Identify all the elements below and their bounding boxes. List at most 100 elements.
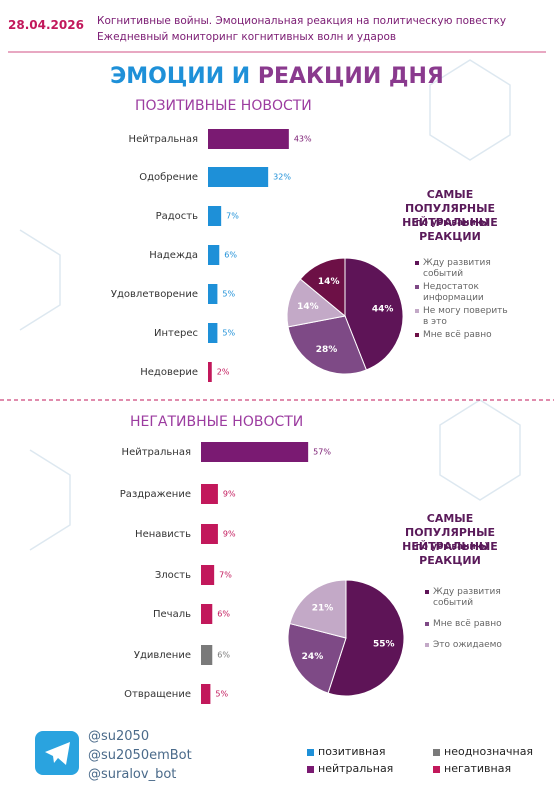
bar xyxy=(208,362,212,382)
category-label: Интерес xyxy=(154,328,198,339)
legend-label: Мне всё равно xyxy=(423,330,492,340)
legend-marker xyxy=(415,261,419,265)
category-label: Нейтральная xyxy=(122,447,191,458)
slice-label: 14% xyxy=(318,277,340,287)
bar xyxy=(201,604,213,624)
value-label: 6% xyxy=(217,651,230,660)
contact: @su2050 xyxy=(88,729,150,744)
slice-label: 21% xyxy=(312,603,334,613)
category-label: Отвращение xyxy=(124,689,191,700)
pie-slice xyxy=(287,622,347,694)
slice-label: 24% xyxy=(302,652,324,662)
section-title: НЕГАТИВНЫЕ НОВОСТИ xyxy=(130,414,304,430)
bar xyxy=(201,645,213,665)
legend-label: Мне всё равно xyxy=(433,619,502,629)
slice-label: 44% xyxy=(372,304,394,314)
legend-label: Жду развития событий xyxy=(433,587,501,608)
title: ЭМОЦИИ И РЕАКЦИИ ДНЯ xyxy=(0,64,554,89)
legend-marker xyxy=(425,643,429,647)
legend-marker xyxy=(433,766,440,773)
legend-label: неоднозначная xyxy=(444,745,534,758)
pie-subtitle: (по убыванию) xyxy=(411,218,489,228)
value-label: 6% xyxy=(217,610,230,619)
bar xyxy=(201,684,211,704)
category-label: Нейтральная xyxy=(129,134,198,145)
value-label: 32% xyxy=(273,173,291,182)
value-label: 43% xyxy=(294,135,312,144)
category-label: Злость xyxy=(155,570,191,581)
bar xyxy=(208,284,218,304)
legend-label: Не могу поверить в это xyxy=(423,306,508,327)
title-part: ЭМОЦИИ И xyxy=(110,64,251,89)
pie-legend: Жду развития событий Мне всё равно Это ожи… xyxy=(425,587,520,651)
bar xyxy=(201,565,215,585)
category-label: Недоверие xyxy=(140,367,198,378)
category-label: Ненависть xyxy=(135,529,191,540)
pie-slice xyxy=(299,257,346,318)
value-label: 2% xyxy=(217,368,230,377)
value-label: 57% xyxy=(313,448,331,457)
background-network xyxy=(19,59,521,551)
category-label: Удивление xyxy=(134,650,191,661)
legend-marker xyxy=(307,749,314,756)
legend-marker xyxy=(433,749,440,756)
value-label: 9% xyxy=(223,530,236,539)
pie-slice xyxy=(286,278,347,328)
category-label: Раздражение xyxy=(120,489,191,500)
date: 28.04.2026 xyxy=(8,18,84,32)
bar xyxy=(201,484,218,504)
category-label: Печаль xyxy=(153,609,191,620)
pie-slice xyxy=(327,579,405,697)
header-line: Ежедневный мониторинг когнитивных волн и… xyxy=(97,31,397,43)
pie-slice xyxy=(287,315,368,375)
pie-slice xyxy=(344,257,404,371)
value-label: 5% xyxy=(222,290,235,299)
bar xyxy=(208,129,289,149)
pie-slice xyxy=(289,579,347,639)
bar xyxy=(208,206,222,226)
category-label: Удовлетворение xyxy=(111,289,198,300)
category-label: Надежда xyxy=(149,250,198,261)
legend-marker xyxy=(415,285,419,289)
legend-item: Недостаток информации xyxy=(415,282,510,304)
category-label: Радость xyxy=(156,211,199,222)
value-label: 5% xyxy=(222,329,235,338)
value-label: 7% xyxy=(226,212,239,221)
value-label: 5% xyxy=(215,690,228,699)
legend-label: нейтральная xyxy=(318,762,394,775)
value-label: 9% xyxy=(223,490,236,499)
pie-title: САМЫЕ ПОПУЛЯРНЫЕ НЕЙТРАЛЬНЫЕ РЕАКЦИИ xyxy=(402,512,498,567)
legend-label: негативная xyxy=(444,762,512,775)
legend-label: Недостаток информации xyxy=(423,282,484,303)
bar xyxy=(208,167,269,187)
legend-item: Жду развития событий xyxy=(425,587,520,609)
legend-marker xyxy=(307,766,314,773)
legend-item: Не могу поверить в это xyxy=(415,306,510,328)
bar xyxy=(208,323,218,343)
bar xyxy=(208,245,220,265)
legend-item: Жду развития событий xyxy=(415,258,510,280)
contact: @suralov_bot xyxy=(88,767,177,782)
pie-subtitle: (по убыванию) xyxy=(411,542,489,552)
legend-marker xyxy=(425,590,429,594)
legend-item: Мне всё равно xyxy=(425,619,520,630)
value-label: 7% xyxy=(219,571,232,580)
pie-title: САМЫЕ ПОПУЛЯРНЫЕ НЕЙТРАЛЬНЫЕ РЕАКЦИИ xyxy=(402,188,498,243)
bar xyxy=(201,442,309,462)
section-title: ПОЗИТИВНЫЕ НОВОСТИ xyxy=(135,98,312,114)
legend-label: Это ожидаемо xyxy=(433,640,502,650)
legend-marker xyxy=(425,622,429,626)
legend-marker xyxy=(415,309,419,313)
legend-label: Жду развития событий xyxy=(423,258,491,279)
bar xyxy=(201,524,218,544)
header-line: Когнитивные войны. Эмоциональная реакция… xyxy=(97,15,507,27)
legend-item: Это ожидаемо xyxy=(425,640,520,651)
legend-marker xyxy=(415,333,419,337)
slice-label: 55% xyxy=(373,639,395,649)
value-label: 6% xyxy=(224,251,237,260)
legend-label: позитивная xyxy=(318,745,386,758)
pie-legend: Жду развития событий Недостаток информаци… xyxy=(415,258,510,341)
contact: @su2050emBot xyxy=(88,748,192,763)
